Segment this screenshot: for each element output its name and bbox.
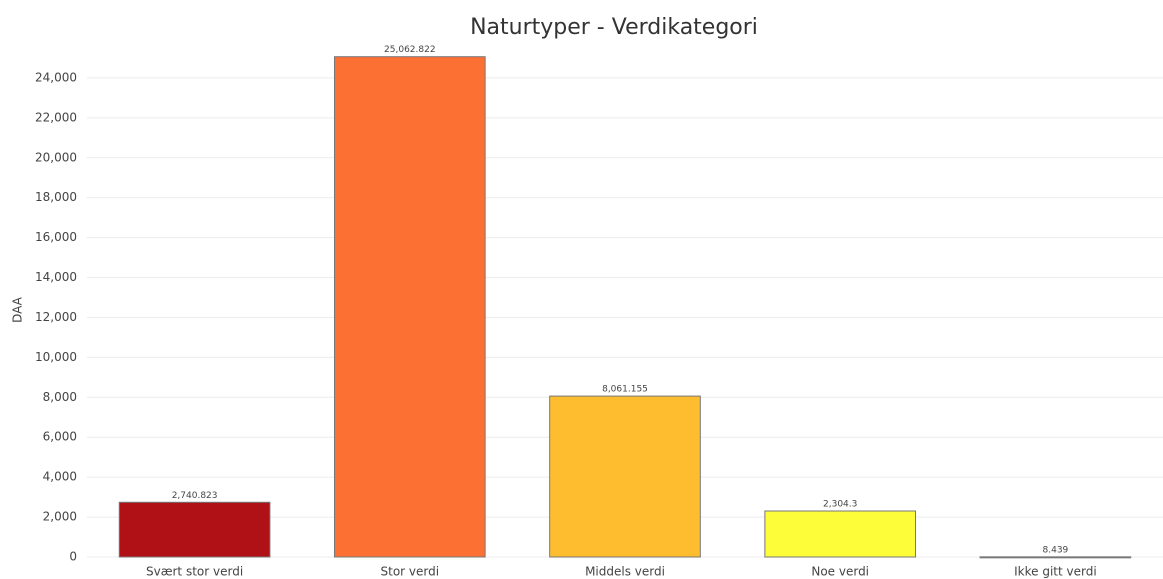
value-label: 2,740.823	[172, 491, 218, 501]
y-tick-label: 0	[69, 550, 77, 564]
bar	[979, 556, 1132, 559]
value-label: 8.439	[1043, 545, 1069, 555]
y-tick-label: 24,000	[35, 70, 77, 84]
value-label: 25,062.822	[384, 45, 436, 55]
x-tick-label: Middels verdi	[585, 565, 665, 579]
y-axis-label: DAA	[11, 296, 25, 323]
chart-title: Naturtyper - Verdikategori	[470, 15, 758, 40]
x-tick-label: Svært stor verdi	[146, 565, 243, 579]
y-tick-label: 22,000	[35, 110, 77, 124]
y-tick-label: 10,000	[35, 350, 77, 364]
bar	[118, 501, 271, 558]
x-tick-label: Ikke gitt verdi	[1014, 565, 1097, 579]
y-tick-label: 6,000	[43, 430, 77, 444]
y-tick-label: 4,000	[43, 470, 77, 484]
bar	[549, 395, 701, 558]
y-tick-label: 14,000	[35, 270, 77, 284]
bar	[764, 510, 917, 558]
y-tick-label: 8,000	[43, 390, 77, 404]
y-tick-label: 18,000	[35, 190, 77, 204]
y-tick-label: 16,000	[35, 230, 77, 244]
value-label: 2,304.3	[823, 500, 857, 510]
x-tick-label: Stor verdi	[381, 565, 440, 579]
y-tick-label: 20,000	[35, 150, 77, 164]
y-tick-label: 12,000	[35, 310, 77, 324]
bar	[333, 56, 486, 558]
x-tick-label: Noe verdi	[811, 565, 869, 579]
y-tick-label: 2,000	[43, 510, 77, 524]
value-label: 8,061.155	[602, 385, 648, 395]
